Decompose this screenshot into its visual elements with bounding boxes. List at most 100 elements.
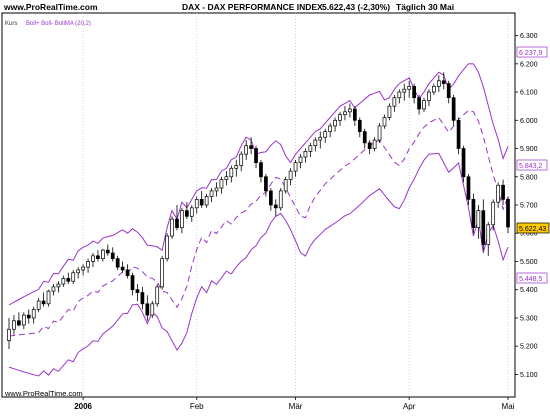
candle-body — [496, 184, 500, 203]
candle-body — [115, 258, 120, 268]
site-footer[interactable]: www.ProRealTime.com — [4, 389, 83, 398]
price-labels: 6.237,9 5.843,2 5.622,43 5.448,5 — [516, 46, 550, 284]
candle-body — [333, 119, 337, 127]
candle-body — [101, 249, 105, 259]
candle-body — [382, 117, 387, 127]
x-tick-label: Mär — [289, 402, 303, 411]
y-tick-label: 5.100 — [520, 372, 538, 379]
x-tick-label: 2006 — [74, 402, 92, 411]
candle-body — [105, 249, 110, 254]
candle-body — [66, 278, 71, 282]
candle-body — [288, 170, 293, 180]
period-label: Täglich 30 Mai — [396, 2, 454, 12]
candle-body — [155, 286, 160, 305]
candle-body — [506, 199, 510, 228]
candle-body — [254, 148, 258, 163]
y-axis: 5.100 5.200 5.300 5.400 5.500 5.600 5.700 5.800… — [515, 33, 538, 379]
y-tick-label: 6.000 — [520, 118, 538, 125]
candle-body — [61, 278, 66, 285]
y-tick-label: 5.600 — [520, 231, 538, 238]
candle-body — [170, 218, 174, 237]
candle-body — [130, 275, 135, 291]
candle-body — [189, 207, 194, 217]
candle-body — [219, 179, 224, 189]
y-tick-label: 5.200 — [520, 344, 538, 351]
candle-body — [194, 199, 199, 209]
candle-body — [204, 196, 209, 206]
candle-body — [427, 91, 431, 101]
chart-title: DAX - DAX PERFORMANCE INDEX — [182, 2, 323, 12]
y-tick-label: 6.300 — [520, 33, 538, 40]
plot-area — [1, 12, 516, 398]
lower-band-label: 5.448,5 — [519, 276, 542, 283]
candle-body — [234, 165, 239, 169]
candle-body — [214, 187, 219, 192]
y-tick-label: 5.300 — [520, 315, 538, 322]
candle-body — [466, 176, 471, 200]
y-tick-label: 6.200 — [520, 61, 538, 68]
candle-body — [150, 303, 155, 316]
candle-body — [175, 218, 179, 228]
candle-body — [456, 119, 461, 149]
candle-body — [96, 255, 100, 259]
y-tick-label: 5.400 — [520, 287, 538, 294]
candle-body — [259, 162, 263, 178]
candle-body — [283, 179, 288, 192]
candle-body — [135, 289, 140, 293]
candle-body — [357, 119, 362, 132]
middle-band-line — [8, 109, 509, 337]
legend-kurs: Kurs — [5, 21, 17, 27]
candle-body — [397, 91, 402, 99]
candle-body — [17, 320, 21, 326]
y-tick-label: 6.100 — [520, 90, 538, 97]
upper-band-line — [8, 63, 509, 306]
y-tick-label: 5.900 — [520, 146, 538, 153]
legend-indicator: Boll+ Boll- BollMA (20,2) — [26, 21, 91, 27]
candle-body — [31, 309, 36, 319]
candle-body — [308, 145, 313, 152]
candle-body — [436, 80, 441, 87]
bollinger-bands — [8, 63, 509, 377]
candle-body — [461, 148, 466, 178]
candle-body — [293, 162, 298, 172]
candle-body — [501, 184, 505, 200]
candle-body — [76, 269, 81, 274]
candle-body — [160, 258, 165, 288]
x-tick-label: Mai — [502, 402, 515, 411]
candle-body — [481, 210, 486, 245]
last-price-change: 5.622,43 (-2,30%) — [322, 2, 390, 12]
candle-body — [491, 201, 496, 226]
x-tick-label: Feb — [190, 402, 204, 411]
candlesticks — [7, 72, 510, 349]
candle-body — [86, 261, 90, 268]
candle-body — [81, 266, 85, 271]
candle-body — [46, 290, 51, 305]
candle-body — [51, 286, 56, 292]
candle-body — [71, 272, 76, 282]
candle-body — [298, 156, 303, 163]
site-header[interactable]: www.ProRealTime.com — [3, 2, 98, 12]
candle-body — [476, 210, 481, 228]
candle-body — [199, 199, 204, 206]
candle-body — [338, 114, 342, 121]
candle-body — [412, 86, 416, 99]
candle-body — [323, 131, 328, 138]
x-tick-label: Apr — [403, 402, 416, 411]
candle-body — [377, 125, 382, 141]
candle-body — [21, 314, 26, 326]
candle-body — [180, 210, 184, 228]
candle-body — [441, 80, 446, 84]
candle-body — [269, 190, 273, 206]
candle-body — [303, 151, 308, 158]
upper-band-label: 6.237,9 — [519, 50, 542, 57]
candle-body — [417, 97, 421, 110]
candle-body — [209, 190, 214, 197]
candle-body — [26, 314, 31, 319]
candle-body — [120, 266, 125, 271]
candle-body — [185, 210, 189, 217]
candle-body — [372, 139, 377, 149]
candle-body — [12, 320, 16, 330]
candle-body — [471, 199, 476, 228]
lower-band-line — [8, 152, 509, 377]
